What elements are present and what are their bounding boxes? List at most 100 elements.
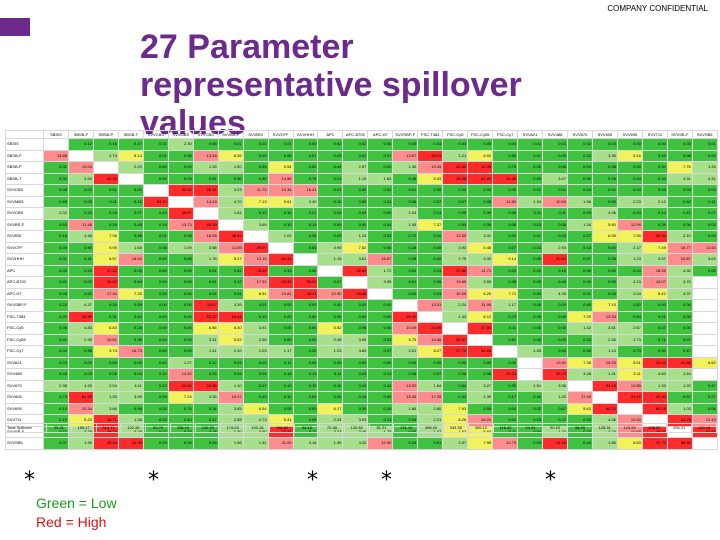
spillover-cell: 0.11: [666, 207, 693, 220]
spillover-cell: 0.34: [641, 172, 668, 185]
spillover-cell: 0.00: [167, 276, 194, 289]
spillover-cell: 15.39: [392, 391, 419, 404]
spillover-cell: 60.19: [192, 218, 219, 231]
spillover-cell: 1.15: [317, 253, 344, 266]
spillover-cell: 15.20: [591, 356, 618, 369]
spillover-cell: 61.93: [67, 391, 94, 404]
spillover-cell: 3.35: [192, 391, 219, 404]
total-value: 131.10: [393, 423, 420, 433]
spillover-cell: 0.02: [392, 264, 419, 277]
spillover-cell: 0.65: [43, 195, 69, 208]
spillover-cell: 4.31: [666, 172, 693, 185]
spillover-cell: 0.06: [392, 368, 419, 381]
spillover-cell: 0.13: [292, 368, 319, 381]
spillover-cell: 0.05: [43, 287, 69, 300]
spillover-cell: 3.31: [192, 333, 219, 346]
table-row: SVV488 0.43 0.03 0.05 0.04 0.10 14.32 0.33 0.03 0…: [5, 368, 718, 381]
spillover-cell: 48.43: [217, 230, 244, 243]
spillover-cell: 0.05: [467, 138, 494, 151]
spillover-cell: 0.38: [591, 161, 618, 174]
spillover-cell: 0.04: [691, 230, 718, 243]
spillover-cell: 0.43: [142, 207, 169, 220]
spillover-cell: 3.61: [591, 322, 618, 335]
spillover-cell: [417, 310, 444, 323]
spillover-cell: 0.27: [567, 230, 593, 243]
spillover-cell: 0.46: [492, 276, 519, 289]
spillover-cell: 0.00: [517, 310, 544, 323]
spillover-cell: 2.12: [641, 195, 668, 208]
spillover-cell: 0.00: [666, 322, 693, 335]
spillover-cell: 13.49: [417, 161, 444, 174]
spillover-cell: 0.30: [641, 161, 668, 174]
spillover-cell: 12.99: [616, 218, 643, 231]
spillover-cell: 11.71: [467, 264, 494, 277]
column-header: SBSB-F: [67, 130, 94, 139]
spillover-cell: 0.75: [492, 161, 519, 174]
spillover-cell: 0.06: [367, 241, 394, 254]
spillover-cell: 0.04: [492, 138, 519, 151]
spillover-cell: 9.74: [92, 345, 119, 358]
marker-star: *: [148, 468, 159, 493]
spillover-cell: 0.20: [43, 310, 69, 323]
spillover-cell: 0.03: [492, 264, 519, 277]
spillover-cell: 55.30: [392, 310, 419, 323]
spillover-cell: 0.16: [267, 207, 294, 220]
spillover-cell: 0.12: [67, 138, 94, 151]
spillover-cell: 2.17: [616, 241, 643, 254]
spillover-cell: 7.96: [92, 230, 119, 243]
spillover-cell: 0.00: [142, 345, 169, 358]
spillover-cell: 2.10: [666, 230, 693, 243]
spillover-cell: 0.33: [192, 368, 219, 381]
spillover-cell: [492, 345, 519, 358]
confidential-label: COMPANY CONFIDENTIAL: [607, 4, 708, 13]
spillover-cell: 1.03: [666, 402, 693, 415]
spillover-cell: 0.42: [417, 253, 444, 266]
spillover-cell: 5.75: [392, 333, 419, 346]
spillover-cell: 0.13: [242, 207, 269, 220]
spillover-cell: 0.00: [292, 322, 319, 335]
spillover-cell: 0.04: [317, 207, 344, 220]
spillover-cell: [67, 149, 94, 162]
spillover-cell: 0.00: [641, 138, 668, 151]
spillover-cell: 0.00: [342, 218, 369, 231]
spillover-cell: 0.11: [492, 322, 519, 335]
spillover-cell: 0.53: [43, 218, 69, 231]
column-header: FSC-T384: [417, 130, 444, 139]
spillover-cell: 0.62: [666, 195, 693, 208]
column-header: SVV711: [641, 130, 668, 139]
spillover-cell: 0.01: [242, 299, 269, 312]
spillover-cell: 5.27: [217, 253, 244, 266]
row-label: SVV695: [5, 402, 44, 415]
spillover-cell: 0.00: [517, 264, 544, 277]
spillover-cell: 0.03: [242, 149, 269, 162]
table-row: FSC-T384 0.20 25.99 0.31 0.40 0.00 0.00 53.32 34…: [5, 310, 718, 323]
spillover-cell: 0.00: [43, 264, 69, 277]
spillover-cell: 0.00: [666, 299, 693, 312]
spillover-cell: 2.20: [117, 161, 144, 174]
spillover-cell: 0.06: [691, 402, 718, 415]
spillover-cell: 53.70: [142, 195, 169, 208]
spillover-cell: 0.39: [467, 218, 494, 231]
spillover-cell: 0.03: [142, 402, 169, 415]
legend-red: Red = High: [36, 514, 107, 530]
spillover-cell: 0.01: [517, 184, 544, 197]
spillover-cell: 1.33: [92, 391, 119, 404]
spillover-cell: 0.03: [417, 138, 444, 151]
total-value: 174.03: [219, 423, 246, 433]
table-row: SBSB-P 0.31 10.04 2.20 0.00 0.04 1.33 1.00 0.35 9…: [5, 161, 718, 174]
spillover-cell: 0.48: [117, 218, 144, 231]
spillover-cell: 4.13: [616, 276, 643, 289]
spillover-cell: 0.96: [342, 322, 369, 335]
spillover-cell: 1.21: [442, 149, 469, 162]
spillover-cell: 4.33: [542, 287, 569, 300]
spillover-cell: 75.30: [242, 264, 269, 277]
page-title: 27 Parameter representative spillover va…: [140, 28, 522, 142]
table-row: SVV695 0.10 10.34 3.66 0.96 0.03 0.75 0.34 3.65 6…: [5, 402, 718, 415]
spillover-cell: 0.03: [542, 138, 569, 151]
spillover-cell: 0.07: [567, 253, 593, 266]
spillover-cell: 0.00: [492, 356, 519, 369]
spillover-cell: 7.15: [591, 299, 618, 312]
spillover-cell: 0.06: [392, 195, 419, 208]
spillover-cell: 50.22: [292, 276, 319, 289]
spillover-cell: 5.62: [567, 402, 593, 415]
